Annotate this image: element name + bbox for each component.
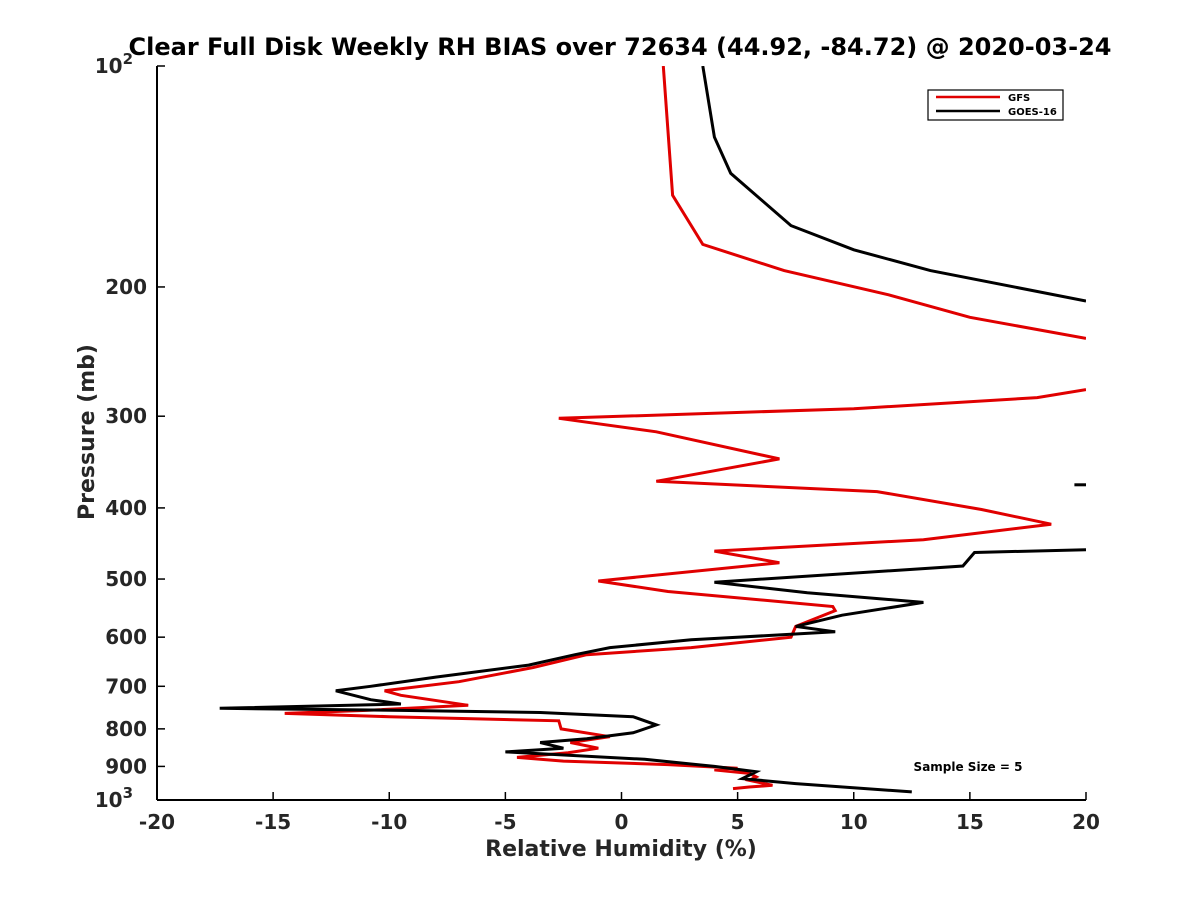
x-tick-label: 0: [615, 810, 629, 834]
x-tick-label: -20: [139, 810, 175, 834]
y-tick-label: 200: [105, 275, 147, 299]
x-axis-ticks: -20 -15 -10 -5 0 5 10 15 20: [139, 792, 1100, 834]
x-tick-label: -5: [494, 810, 516, 834]
series-line-gfs-segment-1: [661, 66, 1086, 340]
y-axis-label: Pressure (mb): [75, 344, 100, 520]
x-tick-label: 5: [731, 810, 745, 834]
plot-area: [156, 66, 1086, 801]
legend: GFS GOES-16: [927, 89, 1064, 121]
x-tick-label: 15: [956, 810, 984, 834]
series-line-gfs-segment-2: [284, 388, 1086, 791]
series-line-goes16-segment-3: [219, 548, 1086, 794]
y-tick-label: 600: [105, 625, 147, 649]
y-tick-label: 700: [105, 674, 147, 698]
x-tick-label: 10: [840, 810, 868, 834]
x-axis-label: Relative Humidity (%): [485, 837, 757, 862]
y-tick-label: 102: [95, 50, 133, 78]
legend-box: [927, 89, 1064, 121]
legend-label-goes16: GOES-16: [1008, 107, 1057, 118]
x-tick-label: -10: [371, 810, 407, 834]
sample-size-note: Sample Size = 5: [914, 760, 1023, 774]
y-tick-label: 300: [105, 404, 147, 428]
y-tick-label: 900: [105, 754, 147, 778]
y-axis-ticks: 102 200 300 400 500 600 700 800 900 103: [95, 50, 165, 812]
x-tick-label: 20: [1072, 810, 1100, 834]
x-tick-label: -15: [255, 810, 291, 834]
y-tick-label: 500: [105, 567, 147, 591]
legend-label-gfs: GFS: [1008, 93, 1030, 104]
series-line-goes16-segment-1: [701, 66, 1086, 303]
chart-title: Clear Full Disk Weekly RH BIAS over 7263…: [129, 33, 1112, 61]
series-layer: [219, 66, 1086, 794]
y-tick-label: 400: [105, 496, 147, 520]
y-tick-label: 103: [95, 784, 133, 812]
y-tick-label: 800: [105, 717, 147, 741]
